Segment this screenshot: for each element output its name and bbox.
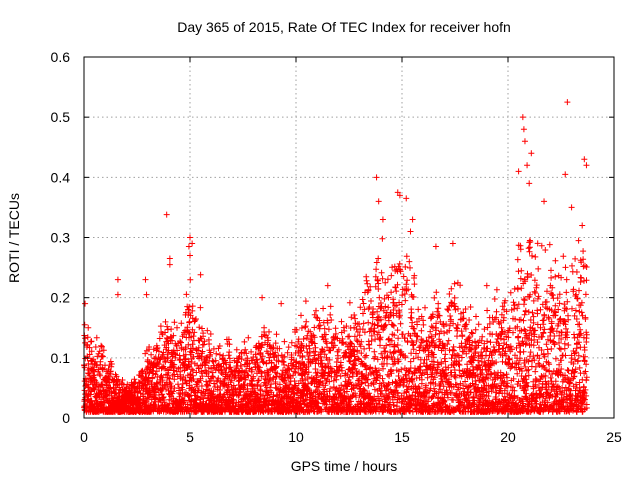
- x-tick-label: 10: [288, 429, 304, 445]
- roti-outlier-point: [375, 198, 382, 205]
- roti-outlier-point: [526, 180, 533, 187]
- roti-outlier-point: [142, 276, 149, 283]
- roti-outlier-point: [394, 189, 401, 196]
- roti-outlier-point: [519, 114, 526, 121]
- axes: [83, 56, 615, 419]
- x-tick-label: 25: [606, 429, 622, 445]
- roti-outlier-point: [409, 216, 416, 223]
- data-points: [81, 99, 590, 415]
- roti-outlier-point: [373, 174, 380, 181]
- roti-outlier-point: [85, 324, 92, 331]
- roti-outlier-point: [432, 243, 439, 250]
- x-tick-label: 15: [394, 429, 410, 445]
- tick-labels: 0 5 10 15 20 25 0 0.1 0.2 0.3 0.4 0.5 0.6: [51, 49, 622, 445]
- y-tick-label: 0.2: [51, 290, 71, 306]
- y-tick-label: 0.4: [51, 169, 71, 185]
- y-tick-label: 0.1: [51, 350, 71, 366]
- roti-outlier-point: [166, 255, 173, 262]
- roti-outlier-point: [114, 276, 121, 283]
- y-tick-label: 0.3: [51, 230, 71, 246]
- roti-outlier-point: [143, 291, 150, 298]
- roti-outlier-point: [187, 234, 193, 241]
- roti-outlier-point: [403, 195, 410, 202]
- roti-outlier-point: [583, 162, 590, 169]
- roti-outlier-point: [564, 99, 571, 106]
- roti-outlier-point: [163, 211, 170, 218]
- roti-outlier-point: [581, 156, 588, 163]
- roti-outlier-point: [259, 294, 266, 301]
- y-tick-label: 0.5: [51, 109, 71, 125]
- roti-outlier-point: [114, 291, 121, 298]
- roti-outlier-point: [562, 171, 569, 178]
- roti-outlier-point: [278, 300, 285, 307]
- chart-title: Day 365 of 2015, Rate Of TEC Index for r…: [177, 19, 511, 35]
- roti-outlier-point: [324, 282, 331, 289]
- x-tick-label: 5: [186, 429, 194, 445]
- roti-outlier-point: [185, 243, 192, 250]
- roti-outlier-point: [396, 192, 403, 199]
- roti-outlier-point: [82, 300, 89, 307]
- x-tick-label: 20: [500, 429, 516, 445]
- roti-outlier-point: [521, 138, 528, 145]
- roti-outlier-point: [524, 162, 531, 169]
- roti-outlier-point: [515, 168, 522, 175]
- x-axis-label: GPS time / hours: [291, 458, 398, 474]
- y-tick-label: 0.6: [51, 49, 71, 65]
- roti-outlier-point: [187, 252, 193, 259]
- roti-outlier-point: [449, 240, 456, 247]
- roti-outlier-point: [407, 228, 414, 235]
- roti-point-cloud: [81, 235, 590, 415]
- y-axis-label: ROTI / TECUs: [6, 193, 22, 283]
- roti-outlier-point: [379, 216, 386, 223]
- roti-outlier-point: [483, 282, 490, 289]
- roti-outlier-point: [520, 126, 527, 133]
- roti-outlier-point: [528, 150, 535, 157]
- roti-outlier-point: [197, 271, 204, 278]
- roti-outlier-point: [541, 198, 548, 205]
- roti-outlier-point: [568, 204, 575, 211]
- roti-outlier-point: [189, 240, 196, 247]
- x-tick-label: 0: [80, 429, 88, 445]
- roti-outlier-point: [579, 222, 586, 229]
- y-tick-label: 0: [62, 410, 70, 426]
- roti-outlier-point: [166, 261, 173, 268]
